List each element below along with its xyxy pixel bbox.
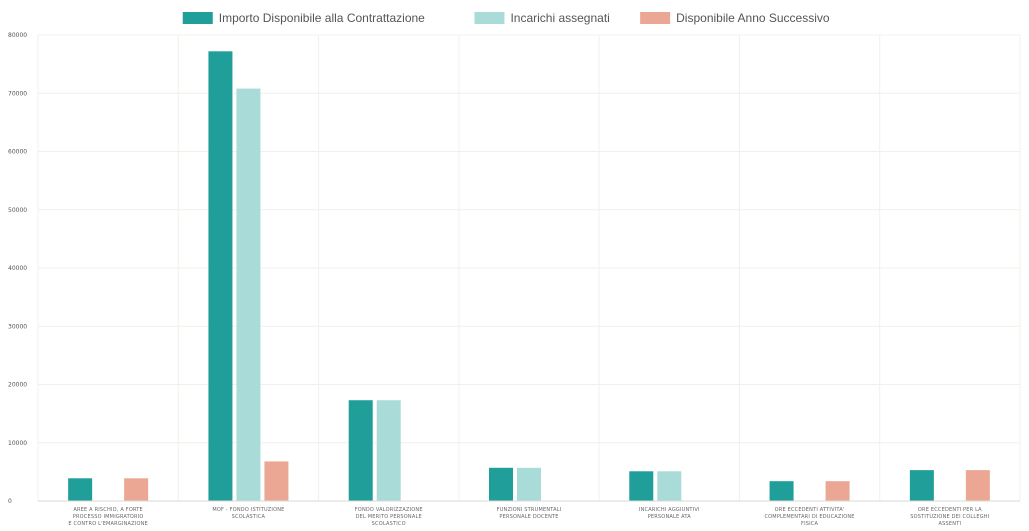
bar-incarichi-assegnati-1[interactable] — [236, 88, 261, 501]
x-tick-label: ORE ECCEDENTI PER LA SOSTITUZIONE DEI COL… — [910, 507, 989, 527]
grid-layer — [37, 34, 1021, 502]
bar-importo-disponibile-alla-contrattazione-0[interactable] — [68, 478, 93, 501]
x-tick-label-line: SCOLASTICO — [372, 521, 406, 527]
legend-swatch — [474, 12, 505, 24]
x-tick-label-line: FUNZIONI STRUMENTALI — [497, 507, 562, 513]
legend-swatch — [182, 12, 213, 24]
y-tick-label: 70000 — [8, 90, 27, 97]
bar-importo-disponibile-alla-contrattazione-6[interactable] — [909, 470, 934, 501]
y-tick-label: 40000 — [8, 265, 27, 272]
x-tick-label-line: E CONTRO L'EMARGINAZIONE — [68, 521, 148, 527]
y-tick-label: 10000 — [8, 440, 27, 447]
legend-item-3[interactable]: Disponibile Anno Successivo — [640, 11, 830, 25]
x-tick-label: AREE A RISCHIO, A FORTE PROCESSO IMMIGRAT… — [68, 507, 148, 527]
x-tick-label-line: DEL MERITO PERSONALE — [356, 514, 422, 520]
y-tick-label: 60000 — [8, 149, 27, 156]
x-tick-label: INCARICHI AGGIUNTIVI PERSONALE ATA — [639, 507, 700, 520]
y-tick-label: 30000 — [8, 323, 27, 330]
bar-importo-disponibile-alla-contrattazione-2[interactable] — [348, 400, 373, 501]
y-tick-label: 80000 — [8, 32, 27, 39]
legend-swatch — [640, 12, 671, 24]
bar-importo-disponibile-alla-contrattazione-5[interactable] — [769, 481, 794, 501]
legend-item-2[interactable]: Incarichi assegnati — [474, 11, 610, 25]
bar-disponibile-anno-successivo-6[interactable] — [965, 470, 990, 501]
bar-incarichi-assegnati-4[interactable] — [657, 471, 682, 501]
x-tick-label-line: INCARICHI AGGIUNTIVI — [639, 507, 700, 513]
x-tick-label-line: FONDO VALORIZZAZIONE — [355, 507, 423, 513]
bar-disponibile-anno-successivo-1[interactable] — [264, 461, 289, 501]
x-tick-label-line: SCOLASTICA — [232, 514, 266, 520]
legend-label: Incarichi assegnati — [510, 11, 609, 25]
y-tick-label: 50000 — [8, 207, 27, 214]
x-tick-label-line: COMPLEMENTARI DI EDUCAZIONE — [764, 514, 854, 520]
bar-disponibile-anno-successivo-5[interactable] — [825, 481, 850, 501]
x-tick-label-line: ASSENTI — [939, 521, 962, 527]
x-tick-label: FONDO VALORIZZAZIONE DEL MERITO PERSONALE… — [355, 507, 423, 527]
x-tick-label-line: MOF - FONDO ISTITUZIONE — [212, 507, 284, 513]
bar-disponibile-anno-successivo-0[interactable] — [124, 478, 149, 501]
legend-label: Disponibile Anno Successivo — [676, 11, 830, 25]
bar-incarichi-assegnati-3[interactable] — [517, 467, 541, 501]
x-tick-label-line: FISICA — [801, 521, 818, 527]
x-tick-label-line: ORE ECCEDENTI ATTIVITA' — [775, 507, 845, 513]
bars-layer — [68, 51, 990, 502]
x-tick-label: FUNZIONI STRUMENTALI PERSONALE DOCENTE — [497, 507, 562, 520]
x-tick-label-line: PROCESSO IMMIGRATORIO — [73, 514, 144, 520]
axis-layer: 0 10000 20000 30000 40000 50000 60000 70000 8000… — [8, 32, 1020, 527]
legend-item-1[interactable]: Importo Disponibile alla Contrattazione — [182, 11, 425, 25]
x-tick-label: ORE ECCEDENTI ATTIVITA' COMPLEMENTARI DI … — [764, 507, 854, 527]
x-tick-label-line: SOSTITUZIONE DEI COLLEGHI — [910, 514, 989, 520]
y-tick-label: 0 — [8, 498, 12, 505]
x-tick-label: MOF - FONDO ISTITUZIONE SCOLASTICA — [212, 507, 284, 520]
bar-incarichi-assegnati-2[interactable] — [376, 400, 401, 501]
bar-importo-disponibile-alla-contrattazione-1[interactable] — [208, 51, 233, 502]
x-tick-label-line: ORE ECCEDENTI PER LA — [918, 507, 982, 513]
x-tick-label-line: PERSONALE ATA — [648, 514, 692, 520]
x-tick-label-line: AREE A RISCHIO, A FORTE — [73, 507, 143, 513]
x-tick-label-line: PERSONALE DOCENTE — [499, 514, 558, 520]
y-tick-label: 20000 — [8, 382, 27, 389]
bar-importo-disponibile-alla-contrattazione-4[interactable] — [629, 471, 654, 501]
legend[interactable]: Importo Disponibile alla Contrattazione I… — [182, 11, 830, 25]
bar-importo-disponibile-alla-contrattazione-3[interactable] — [489, 467, 513, 501]
legend-label: Importo Disponibile alla Contrattazione — [219, 11, 425, 25]
